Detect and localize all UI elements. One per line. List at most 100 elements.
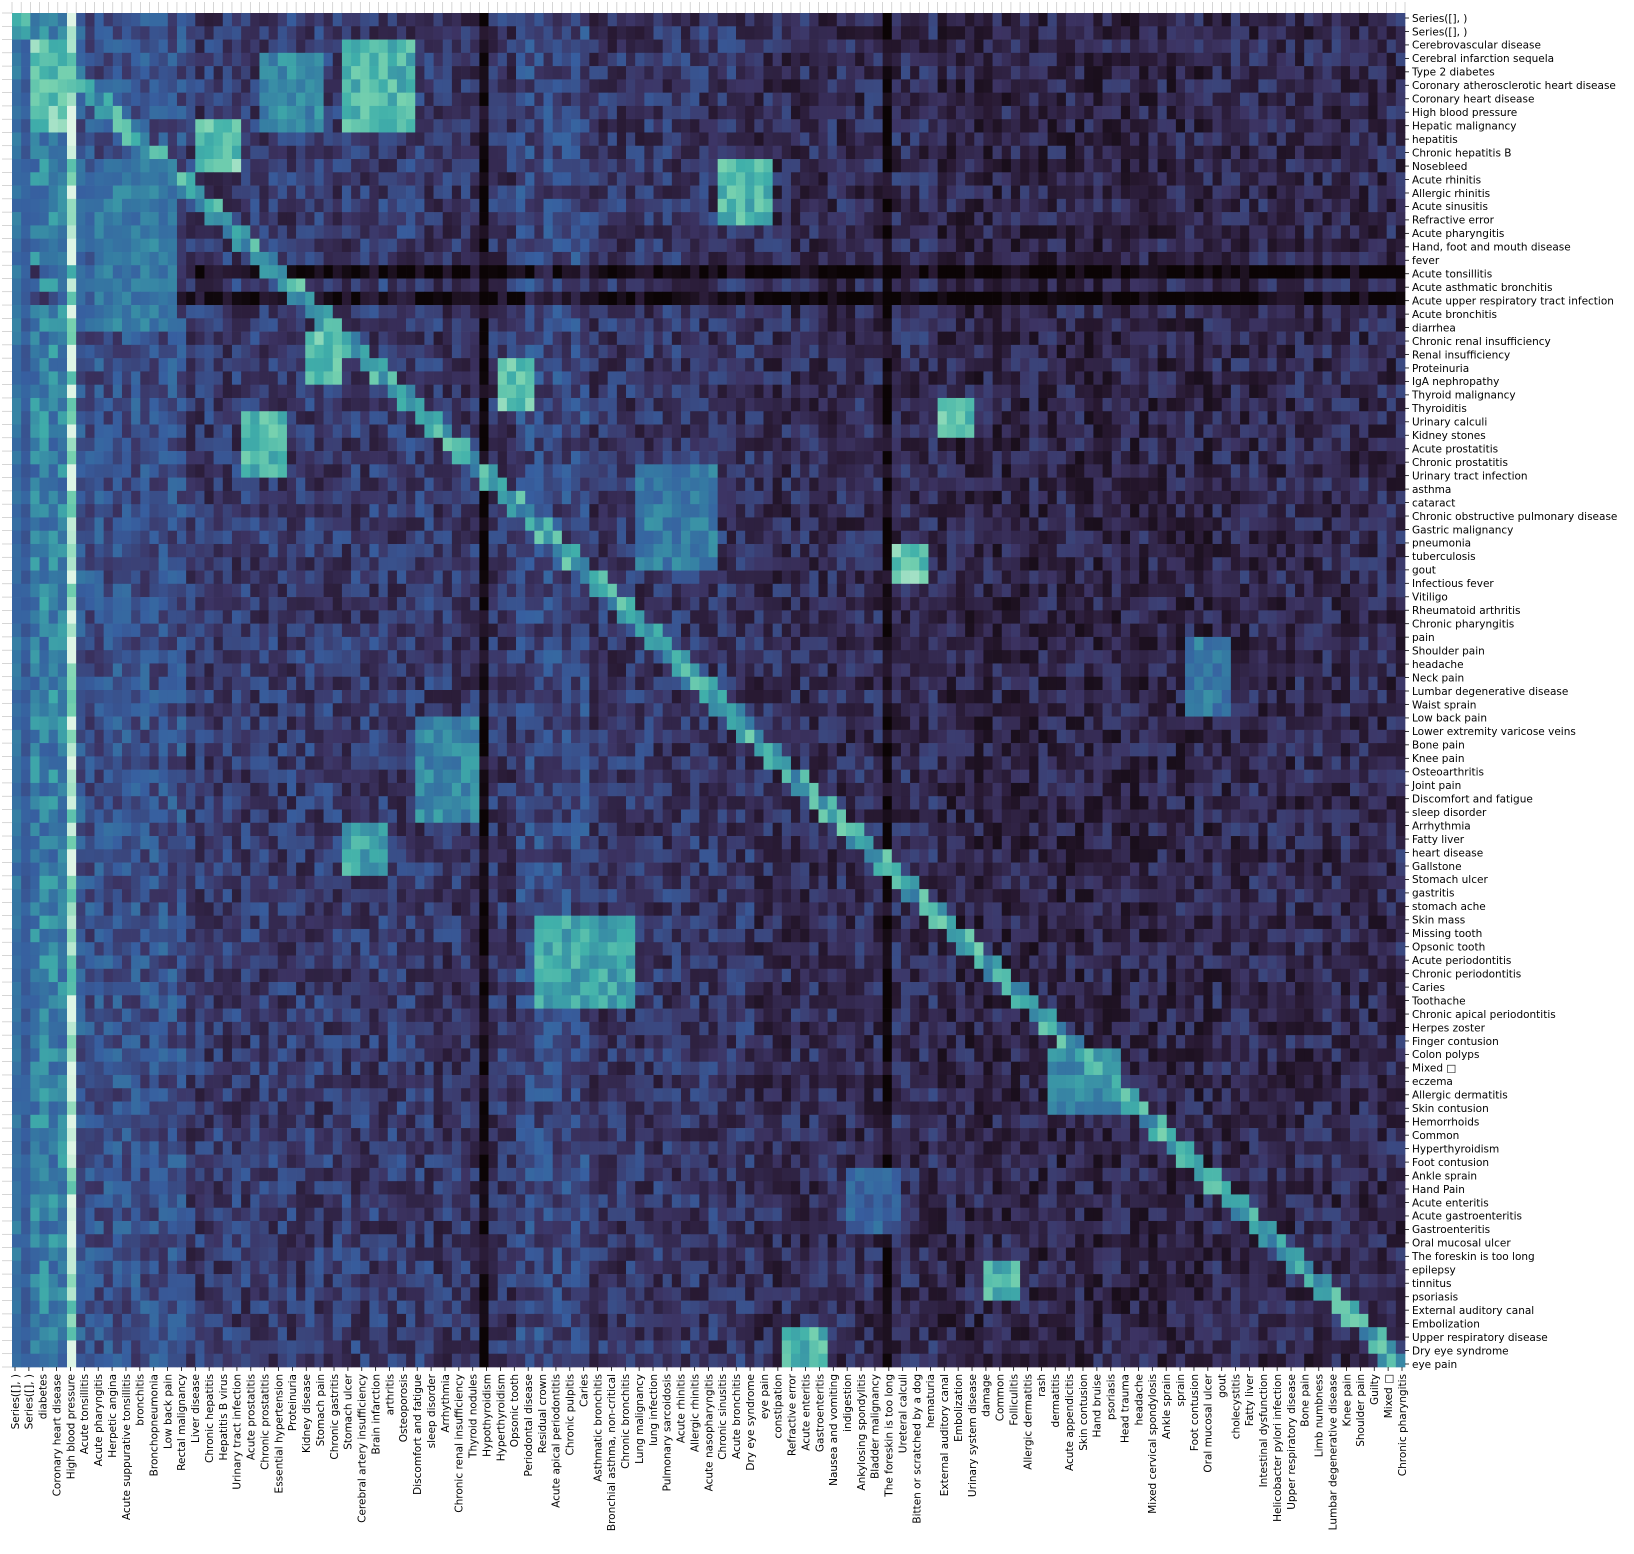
heatmap-cell [443, 159, 453, 173]
heatmap-cell [470, 305, 480, 319]
heatmap-cell [388, 332, 398, 346]
heatmap-cell [223, 332, 233, 346]
heatmap-cell [168, 212, 178, 226]
heatmap-cell [12, 66, 22, 80]
heatmap-cell [736, 318, 746, 332]
heatmap-cell [177, 411, 187, 425]
heatmap-cell [241, 13, 251, 27]
heatmap-cell [415, 411, 425, 425]
heatmap-cell [342, 66, 352, 80]
heatmap-cell [1167, 106, 1177, 120]
heatmap-cell [928, 53, 938, 67]
heatmap-cell [159, 318, 169, 332]
heatmap-cell [1029, 212, 1039, 226]
heatmap-cell [443, 385, 453, 399]
heatmap-cell [1029, 411, 1039, 425]
heatmap-cell [1185, 172, 1195, 186]
heatmap-cell [608, 106, 618, 120]
heatmap-cell [1268, 411, 1278, 425]
heatmap-cell [525, 40, 535, 54]
heatmap-cell [388, 292, 398, 306]
heatmap-cell [1002, 292, 1012, 306]
heatmap-cell [1323, 172, 1333, 186]
heatmap-cell [608, 265, 618, 279]
heatmap-cell [1121, 40, 1131, 54]
heatmap-cell [763, 119, 773, 133]
heatmap-cell [1387, 199, 1397, 213]
heatmap-cell [938, 199, 948, 213]
heatmap-cell [168, 278, 178, 292]
heatmap-cell [1057, 93, 1067, 107]
heatmap-cell [204, 40, 214, 54]
heatmap-cell [1158, 13, 1168, 27]
heatmap-cell [140, 345, 150, 359]
heatmap-cell [49, 212, 59, 226]
heatmap-cell [626, 40, 636, 54]
heatmap-cell [873, 159, 883, 173]
heatmap-cell [498, 265, 508, 279]
heatmap-cell [85, 26, 95, 40]
heatmap-cell [736, 345, 746, 359]
heatmap-cell [159, 146, 169, 160]
heatmap-cell [424, 53, 434, 67]
heatmap-cell [818, 26, 828, 40]
heatmap-cell [479, 411, 489, 425]
heatmap-cell [608, 425, 618, 439]
heatmap-cell [525, 79, 535, 93]
heatmap-cell [727, 66, 737, 80]
heatmap-cell [1029, 371, 1039, 385]
heatmap-cell [1268, 40, 1278, 54]
heatmap-cell [974, 305, 984, 319]
heatmap-cell [232, 305, 242, 319]
heatmap-cell [1304, 278, 1314, 292]
heatmap-cell [434, 159, 444, 173]
heatmap-cell [498, 40, 508, 54]
heatmap-cell [1313, 186, 1323, 200]
heatmap-cell [892, 13, 902, 27]
heatmap-cell [214, 305, 224, 319]
heatmap-cell [782, 159, 792, 173]
heatmap-cell [617, 13, 627, 27]
heatmap-cell [1011, 146, 1021, 160]
heatmap-cell [773, 26, 783, 40]
heatmap-cell [1093, 425, 1103, 439]
heatmap-cell [314, 93, 324, 107]
heatmap-cell [168, 398, 178, 412]
heatmap-cell [800, 385, 810, 399]
heatmap-cell [1249, 146, 1259, 160]
heatmap-cell [388, 53, 398, 67]
heatmap-cell [342, 225, 352, 239]
heatmap-cell [1112, 172, 1122, 186]
heatmap-cell [828, 398, 838, 412]
heatmap-cell [1121, 252, 1131, 266]
heatmap-cell [800, 425, 810, 439]
heatmap-cell [269, 318, 279, 332]
heatmap-cell [1148, 358, 1158, 372]
heatmap-cell [525, 93, 535, 107]
heatmap-cell [1249, 305, 1259, 319]
heatmap-cell [30, 278, 40, 292]
heatmap-cell [122, 119, 132, 133]
heatmap-cell [818, 425, 828, 439]
heatmap-cell [76, 252, 86, 266]
heatmap-cell [1048, 159, 1058, 173]
heatmap-cell [1158, 398, 1168, 412]
heatmap-cell [846, 371, 856, 385]
heatmap-cell [754, 398, 764, 412]
heatmap-cell [360, 172, 370, 186]
heatmap-cell [1378, 278, 1388, 292]
heatmap-cell [910, 79, 920, 93]
heatmap-cell [314, 318, 324, 332]
heatmap-cell [314, 252, 324, 266]
heatmap-cell [1378, 159, 1388, 173]
heatmap-cell [1332, 411, 1342, 425]
heatmap-cell [947, 53, 957, 67]
heatmap-cell [498, 411, 508, 425]
heatmap-cell [131, 265, 141, 279]
heatmap-cell [1359, 26, 1369, 40]
heatmap-cell [287, 425, 297, 439]
heatmap-cell [278, 225, 288, 239]
heatmap-cell [1167, 172, 1177, 186]
heatmap-cell [1029, 26, 1039, 40]
heatmap-cell [773, 318, 783, 332]
